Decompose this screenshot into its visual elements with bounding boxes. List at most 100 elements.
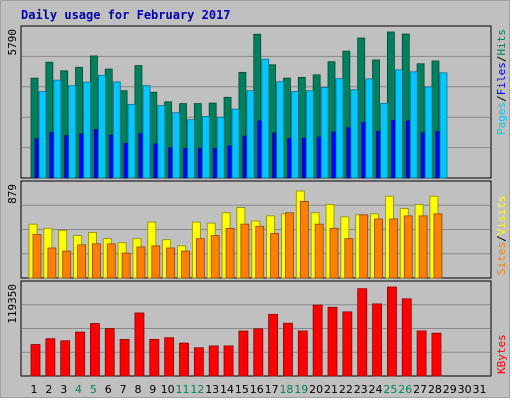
- bar-sites-day-5: [92, 243, 101, 279]
- x-tick-label-day-30: 30: [458, 383, 472, 396]
- bar-sites-day-14: [225, 227, 235, 279]
- bar-kbytes-day-6: [104, 328, 115, 377]
- legend-entry-visits: Visits: [495, 196, 508, 236]
- bar-pages-day-14: [231, 108, 240, 179]
- bar-pages-day-20: [320, 87, 329, 179]
- bar-kbytes-day-12: [193, 347, 204, 377]
- x-tick-label-day-14: 14: [220, 383, 234, 396]
- panel-2-legend: Sites/Visits: [495, 196, 508, 276]
- bar-kbytes-day-14: [223, 345, 234, 377]
- x-tick-label-day-12: 12: [190, 383, 204, 396]
- legend-entry-kbytes: KBytes: [495, 334, 508, 374]
- bar-pages-day-15: [246, 90, 255, 179]
- bar-sites-day-8: [136, 246, 146, 279]
- bar-kbytes-day-27: [416, 330, 427, 377]
- panel-3-ymax-label: 119350: [6, 284, 19, 324]
- x-tick-label-day-24: 24: [369, 383, 383, 396]
- bar-kbytes-day-17: [268, 313, 279, 377]
- bar-kbytes-day-28: [431, 332, 442, 377]
- bar-pages-day-22: [350, 89, 359, 179]
- bar-sites-day-25: [388, 218, 398, 279]
- bar-kbytes-day-19: [297, 330, 308, 377]
- x-tick-label-day-17: 17: [265, 383, 279, 396]
- bar-sites-day-15: [240, 223, 250, 279]
- bar-kbytes-day-4: [75, 331, 85, 377]
- x-tick-label-day-1: 1: [31, 383, 38, 396]
- bar-pages-day-4: [83, 81, 91, 179]
- bar-kbytes-day-26: [401, 298, 412, 377]
- bar-sites-day-18: [285, 212, 294, 279]
- bar-kbytes-day-3: [60, 340, 71, 377]
- x-tick-label-day-29: 29: [443, 383, 457, 396]
- bar-sites-day-1: [32, 234, 42, 279]
- x-tick-label-day-19: 19: [294, 383, 308, 396]
- bar-kbytes-day-5: [90, 323, 100, 377]
- bar-kbytes-day-16: [253, 328, 264, 377]
- bar-kbytes-day-24: [372, 303, 382, 377]
- bar-kbytes-day-20: [312, 304, 323, 377]
- bar-pages-day-6: [112, 81, 121, 179]
- bar-pages-day-18: [291, 91, 299, 179]
- bar-pages-day-21: [335, 78, 344, 179]
- x-tick-label-day-8: 8: [134, 383, 141, 396]
- bar-kbytes-day-13: [208, 345, 219, 377]
- bar-sites-day-11: [181, 250, 190, 279]
- legend-entry-sites: Sites: [495, 242, 508, 275]
- bar-pages-day-25: [394, 69, 403, 179]
- bar-pages-day-10: [172, 112, 181, 179]
- bar-kbytes-day-9: [149, 338, 160, 377]
- bar-pages-day-7: [127, 103, 136, 179]
- bar-sites-day-7: [121, 252, 131, 279]
- bar-kbytes-day-22: [342, 311, 353, 377]
- x-tick-label-day-7: 7: [120, 383, 127, 396]
- bar-kbytes-day-8: [134, 312, 145, 377]
- bar-pages-day-27: [424, 86, 433, 179]
- bar-pages-day-9: [157, 105, 166, 179]
- bar-pages-day-11: [187, 119, 195, 179]
- x-tick-label-day-4: 4: [75, 383, 82, 396]
- bar-pages-day-19: [305, 90, 314, 179]
- bar-pages-day-16: [261, 58, 270, 179]
- x-tick-label-day-21: 21: [324, 383, 338, 396]
- x-tick-label-day-11: 11: [176, 383, 190, 396]
- bar-pages-day-28: [439, 72, 448, 179]
- legend-entry-separator: /: [495, 95, 508, 102]
- bar-sites-day-12: [195, 238, 205, 279]
- x-tick-label-day-9: 9: [149, 383, 156, 396]
- bar-sites-day-2: [47, 247, 57, 279]
- bar-sites-day-28: [433, 213, 443, 279]
- x-tick-label-day-20: 20: [309, 383, 323, 396]
- bar-sites-day-10: [166, 247, 176, 279]
- x-tick-label-day-28: 28: [428, 383, 442, 396]
- bar-sites-day-20: [314, 223, 324, 279]
- x-tick-label-day-6: 6: [105, 383, 112, 396]
- bar-kbytes-day-18: [283, 322, 293, 377]
- x-tick-label-day-31: 31: [473, 383, 487, 396]
- bar-pages-day-26: [409, 71, 418, 179]
- bar-sites-day-26: [403, 215, 413, 279]
- legend-entry-separator: /: [495, 235, 508, 242]
- bar-kbytes-day-2: [45, 338, 56, 377]
- panel-1-ymax-label: 5790: [6, 29, 19, 56]
- bar-sites-day-21: [329, 227, 339, 279]
- bar-sites-day-22: [344, 238, 354, 279]
- legend-entry-separator: /: [495, 56, 508, 63]
- bar-kbytes-day-7: [119, 339, 130, 377]
- x-tick-label-day-5: 5: [90, 383, 97, 396]
- bar-pages-day-23: [365, 78, 374, 179]
- bar-pages-day-5: [98, 74, 106, 179]
- bar-pages-day-17: [276, 81, 285, 179]
- x-tick-label-day-15: 15: [235, 383, 249, 396]
- bar-sites-day-19: [299, 200, 309, 279]
- bar-sites-day-4: [77, 244, 86, 279]
- bar-pages-day-1: [38, 91, 47, 179]
- panel-3-legend: KBytes: [495, 334, 508, 374]
- bar-hits-day-1: [30, 77, 39, 179]
- bar-pages-day-2: [53, 79, 62, 179]
- bar-sites-day-24: [374, 218, 383, 279]
- bar-kbytes-day-21: [327, 306, 338, 377]
- x-tick-label-day-3: 3: [60, 383, 67, 396]
- chart-title: Daily usage for February 2017: [21, 8, 231, 22]
- bar-kbytes-day-11: [179, 342, 189, 377]
